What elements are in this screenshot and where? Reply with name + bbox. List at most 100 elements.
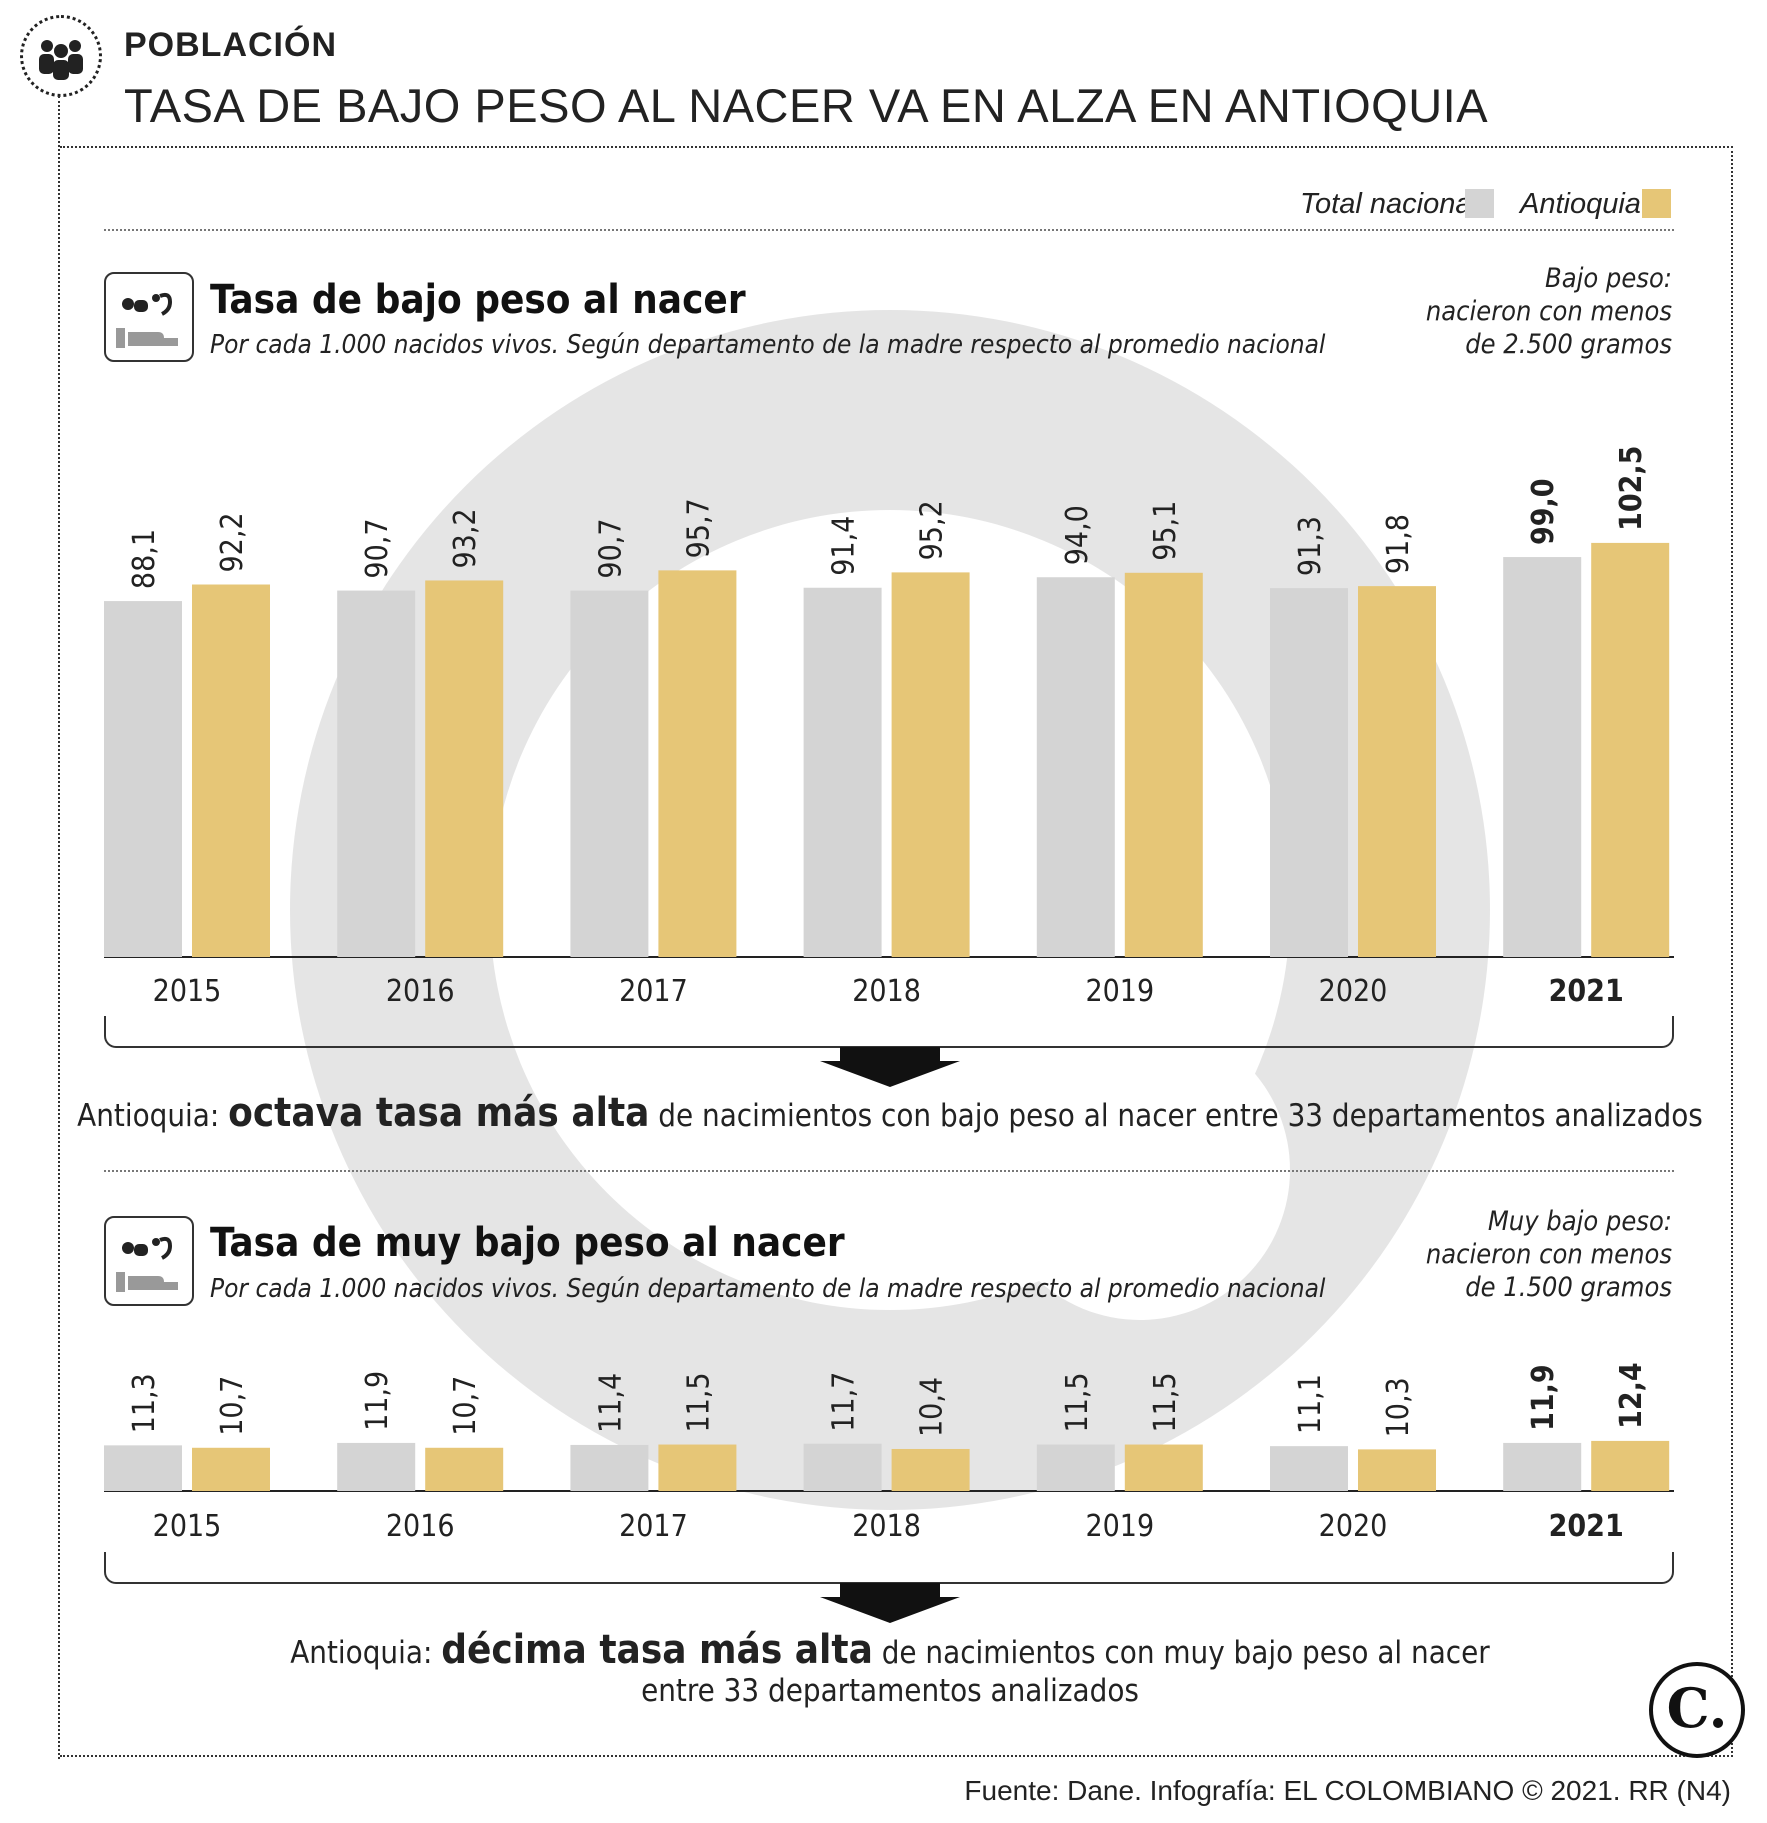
chart2-bar-national-2015 <box>104 1445 182 1491</box>
chart2-tick-2019: 2019 <box>1085 1509 1154 1544</box>
chart2-bar-national-2017 <box>570 1444 649 1491</box>
chart1-label-national-2020: 91,3 <box>1293 516 1328 576</box>
chart2-label-antioquia-2019: 11,5 <box>1148 1372 1183 1432</box>
chart2-bar-national-2020 <box>1270 1446 1348 1491</box>
chart1-label-national-2019: 94,0 <box>1060 505 1095 565</box>
chart1-tick-2018: 2018 <box>852 974 921 1009</box>
chart1-label-antioquia-2016: 93,2 <box>448 508 483 568</box>
chart1-tick-2020: 2020 <box>1319 974 1388 1009</box>
chart1-bar-antioquia-2018 <box>891 572 970 957</box>
chart2-label-antioquia-2018: 10,4 <box>915 1377 950 1437</box>
chart1-bar-national-2020 <box>1270 588 1348 957</box>
chart2-label-national-2016: 11,9 <box>360 1371 395 1431</box>
chart2-tick-2017: 2017 <box>619 1509 688 1544</box>
chart1-tick-2019: 2019 <box>1085 974 1154 1009</box>
chart2-title: Tasa de muy bajo peso al nacer <box>210 1220 845 1266</box>
chart1-note-line-2: nacieron con menos <box>1425 296 1672 327</box>
chart1-bar-antioquia-2020 <box>1358 586 1436 957</box>
chart2-label-antioquia-2016: 10,7 <box>448 1376 483 1436</box>
chart1-subtitle: Por cada 1.000 nacidos vivos. Según depa… <box>210 330 1326 360</box>
chart2-tick-2018: 2018 <box>852 1509 921 1544</box>
section-kicker: POBLACIÓN <box>124 26 337 64</box>
chart1-bar-national-2017 <box>570 590 649 957</box>
chart1-label-national-2015: 88,1 <box>127 529 162 589</box>
chart2-bar-national-2021 <box>1503 1442 1582 1491</box>
logo-letter: C. <box>1666 1676 1728 1740</box>
chart1-label-national-2018: 91,4 <box>827 516 862 576</box>
legend-antioquia-label: Antioquia <box>1520 188 1641 220</box>
chart1-bar-antioquia-2021 <box>1591 542 1670 957</box>
el-colombiano-logo: C. <box>1649 1662 1745 1758</box>
chart2-label-national-2017: 11,4 <box>593 1373 628 1433</box>
chart2-note-line-1: Muy bajo peso: <box>1487 1206 1672 1237</box>
chart1-statement-prefix: Antioquia: <box>77 1098 229 1134</box>
chart1-bar-antioquia-2017 <box>658 570 737 957</box>
chart2-note-line-3: de 1.500 gramos <box>1465 1272 1672 1303</box>
chart1-note-line-3: de 2.500 gramos <box>1465 329 1672 360</box>
chart2-bar-national-2016 <box>337 1442 416 1491</box>
chart2-bar-antioquia-2016 <box>425 1447 504 1491</box>
chart2-label-antioquia-2021: 12,4 <box>1614 1362 1649 1429</box>
footer-source: Fuente: Dane. Infografía: EL COLOMBIANO … <box>964 1775 1731 1806</box>
chart2-tick-2020: 2020 <box>1319 1509 1388 1544</box>
baby-on-hand-icon-2 <box>104 1216 194 1306</box>
chart2-label-national-2020: 11,1 <box>1293 1374 1328 1434</box>
chart2-bar-antioquia-2019 <box>1124 1444 1203 1491</box>
chart1-title: Tasa de bajo peso al nacer <box>210 277 746 323</box>
chart2-tick-2021: 2021 <box>1549 1509 1624 1544</box>
chart1-note-line-1: Bajo peso: <box>1545 263 1672 294</box>
divider-top <box>104 229 1674 231</box>
baby-on-hand-icon <box>104 272 194 362</box>
chart1-statement-suffix: de nacimientos con bajo peso al nacer en… <box>649 1098 1703 1134</box>
legend-national-swatch <box>1465 189 1494 218</box>
chart1-label-national-2017: 90,7 <box>593 518 628 578</box>
chart1-label-antioquia-2020: 91,8 <box>1381 514 1416 574</box>
chart2-arrow-icon <box>820 1583 960 1623</box>
page-title: TASA DE BAJO PESO AL NACER VA EN ALZA EN… <box>124 79 1489 132</box>
chart1-tick-2017: 2017 <box>619 974 688 1009</box>
chart2-tick-2016: 2016 <box>386 1509 455 1544</box>
chart1-label-antioquia-2019: 95,1 <box>1148 501 1183 561</box>
chart2-statement-highlight: décima tasa más alta <box>441 1627 873 1673</box>
chart1-tick-2016: 2016 <box>386 974 455 1009</box>
chart2-tick-2015: 2015 <box>153 1509 222 1544</box>
people-group-icon <box>20 15 102 97</box>
divider-middle <box>104 1170 1674 1172</box>
chart1-label-antioquia-2021: 102,5 <box>1614 446 1649 531</box>
chart2-note: Muy bajo peso: nacieron con menos de 1.5… <box>1332 1205 1672 1304</box>
legend-national-label: Total nacional <box>1300 188 1478 220</box>
chart2-label-antioquia-2020: 10,3 <box>1381 1377 1416 1437</box>
chart2-bar-national-2019 <box>1036 1444 1115 1491</box>
chart1-tick-2021: 2021 <box>1549 974 1624 1009</box>
chart2-statement: Antioquia: décima tasa más alta de nacim… <box>60 1630 1720 1710</box>
chart2-statement-line2: entre 33 departamentos analizados <box>641 1673 1139 1709</box>
chart2-bar-antioquia-2020 <box>1358 1449 1436 1491</box>
chart2-bracket <box>104 1552 1674 1584</box>
chart2-statement-suffix: de nacimientos con muy bajo peso al nace… <box>872 1635 1490 1671</box>
chart1-statement-highlight: octava tasa más alta <box>228 1090 650 1136</box>
chart1-arrow-icon <box>820 1047 960 1087</box>
chart2-label-antioquia-2015: 10,7 <box>215 1376 250 1436</box>
chart2-label-national-2021: 11,9 <box>1526 1364 1561 1431</box>
chart1-bar-antioquia-2019 <box>1124 572 1203 957</box>
chart1-bracket <box>104 1016 1674 1048</box>
chart1-tick-2015: 2015 <box>153 974 222 1009</box>
chart1-bar-national-2015 <box>104 601 182 957</box>
chart2-bar-antioquia-2018 <box>891 1448 970 1491</box>
chart1-label-national-2016: 90,7 <box>360 518 395 578</box>
legend-antioquia-swatch <box>1642 189 1671 218</box>
chart1-note: Bajo peso: nacieron con menos de 2.500 g… <box>1332 262 1672 361</box>
chart2-bar-national-2018 <box>803 1443 882 1491</box>
chart1-bar-national-2019 <box>1036 577 1115 957</box>
chart2-label-national-2018: 11,7 <box>827 1372 862 1432</box>
chart1-bar-national-2021 <box>1503 557 1582 957</box>
chart2-label-national-2015: 11,3 <box>127 1373 162 1433</box>
chart1-bar-national-2018 <box>803 587 882 957</box>
chart2-subtitle: Por cada 1.000 nacidos vivos. Según depa… <box>210 1274 1326 1304</box>
chart2-bar-antioquia-2017 <box>658 1444 737 1491</box>
chart1-bar-antioquia-2015 <box>192 584 270 957</box>
chart2-statement-prefix: Antioquia: <box>290 1635 442 1671</box>
chart2-label-antioquia-2017: 11,5 <box>681 1372 716 1432</box>
chart1-label-antioquia-2018: 95,2 <box>915 500 950 560</box>
